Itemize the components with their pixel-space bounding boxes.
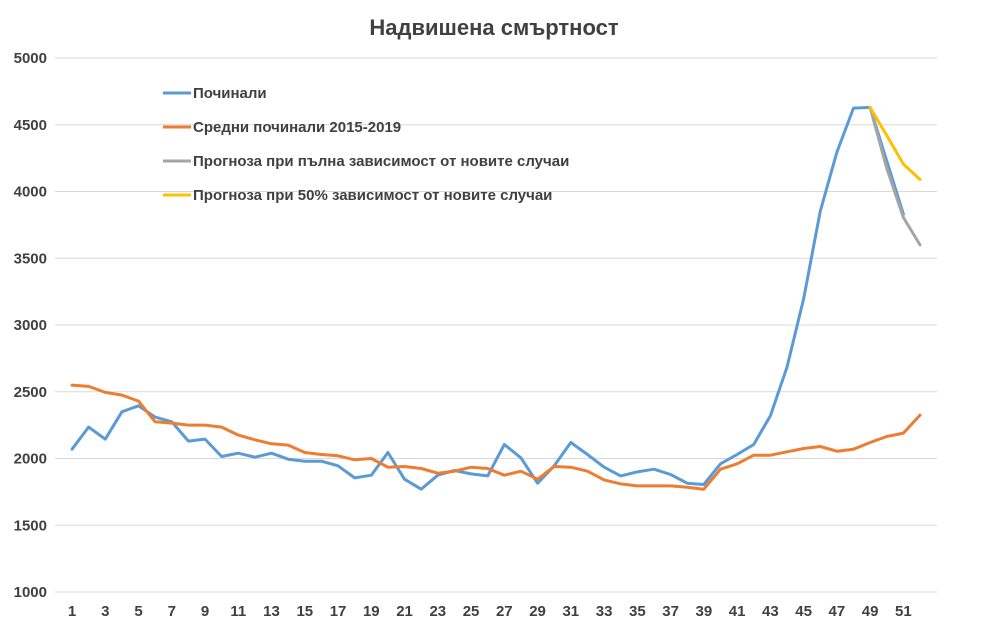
x-tick-label: 33 <box>596 603 613 620</box>
x-tick-label: 37 <box>662 603 679 620</box>
x-tick-label: 41 <box>729 603 746 620</box>
series-line-4 <box>868 105 922 181</box>
x-tick-label: 5 <box>134 603 142 620</box>
x-tick-label: 43 <box>762 603 779 620</box>
series-line-1 <box>70 105 905 491</box>
legend-label-3: Прогноза при пълна зависимост от новите … <box>193 153 569 170</box>
x-tick-label: 23 <box>429 603 446 620</box>
x-tick-label: 31 <box>562 603 579 620</box>
legend: Починали Средни починали 2015-2019 Прогноз… <box>163 85 569 204</box>
x-tick-label: 15 <box>296 603 313 620</box>
x-tick-label: 21 <box>396 603 413 620</box>
series-line-3 <box>868 105 922 247</box>
series-lines <box>70 105 922 491</box>
x-tick-label: 13 <box>263 603 280 620</box>
y-tick-label: 3500 <box>14 250 47 267</box>
y-tick-label: 4000 <box>14 184 47 201</box>
legend-label-2: Средни починали 2015-2019 <box>193 119 401 136</box>
y-tick-label: 4500 <box>14 117 47 134</box>
x-tick-label: 3 <box>101 603 109 620</box>
y-tick-label: 5000 <box>14 50 47 67</box>
x-tick-label: 29 <box>529 603 546 620</box>
y-tick-label: 2500 <box>14 384 47 401</box>
y-tick-label: 1000 <box>14 584 47 601</box>
chart-title: Надвишена смъртност <box>369 15 618 40</box>
y-axis-ticks: 1000 1500 2000 2500 3000 3500 4000 4500 5000 <box>14 50 47 601</box>
x-tick-label: 25 <box>463 603 480 620</box>
x-tick-label: 45 <box>795 603 812 620</box>
legend-label-4: Прогноза при 50% зависимост от новите сл… <box>193 187 552 204</box>
legend-label-1: Починали <box>193 85 267 102</box>
x-tick-label: 17 <box>330 603 347 620</box>
series-line-2 <box>70 383 922 491</box>
x-tick-label: 51 <box>895 603 912 620</box>
x-tick-label: 49 <box>862 603 879 620</box>
x-tick-label: 39 <box>695 603 712 620</box>
gridlines <box>55 57 937 593</box>
x-tick-label: 7 <box>168 603 176 620</box>
x-tick-label: 27 <box>496 603 513 620</box>
y-tick-label: 2000 <box>14 451 47 468</box>
x-tick-label: 35 <box>629 603 646 620</box>
x-tick-label: 11 <box>230 603 246 620</box>
x-tick-label: 19 <box>363 603 380 620</box>
x-axis-ticks: 1 3 5 7 9 11 13 15 17 19 21 23 25 27 29 31 33 35 37 39 41 43 4… <box>68 603 912 620</box>
y-tick-label: 3000 <box>14 317 47 334</box>
x-tick-label: 1 <box>68 603 76 620</box>
x-tick-label: 9 <box>201 603 209 620</box>
y-tick-label: 1500 <box>14 517 47 534</box>
x-tick-label: 47 <box>829 603 846 620</box>
